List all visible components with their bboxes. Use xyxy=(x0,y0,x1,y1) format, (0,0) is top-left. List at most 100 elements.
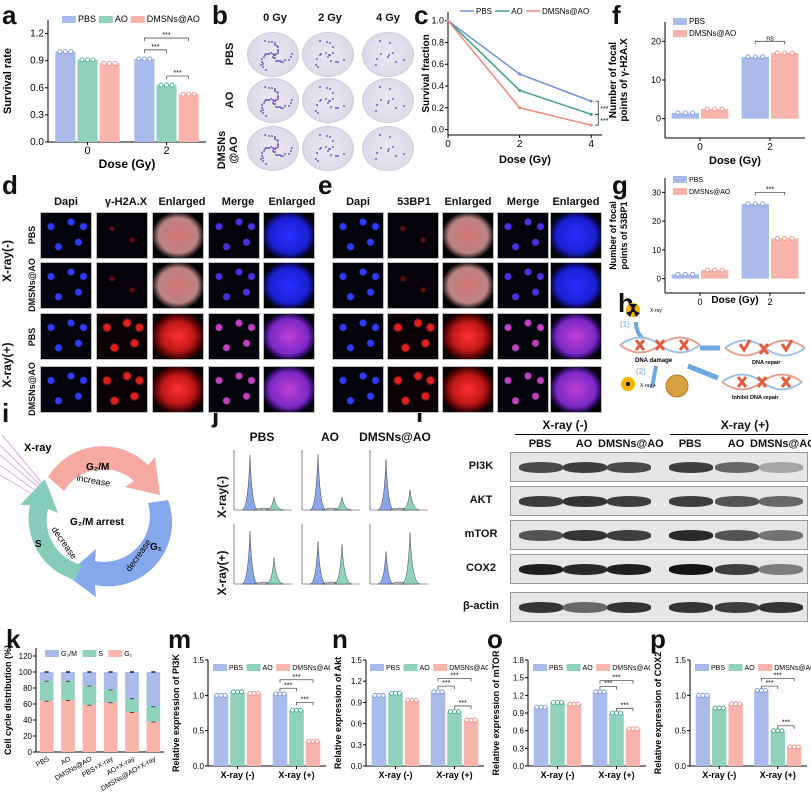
significance-label: *** xyxy=(782,720,790,727)
significance-label: *** xyxy=(600,118,608,125)
legend-label: PBS xyxy=(78,14,96,24)
significance-label: *** xyxy=(600,106,608,113)
y-tick-label: 0.0 xyxy=(431,125,444,135)
colony-dot xyxy=(267,147,270,150)
colony-dot xyxy=(320,52,323,55)
y-axis-label: Survival rate xyxy=(2,48,14,114)
y-tick-label: 0.4 xyxy=(431,81,444,91)
colony-dot xyxy=(278,59,281,62)
colony-dot xyxy=(267,53,270,56)
bar xyxy=(289,710,304,766)
data-point xyxy=(589,112,593,116)
significance-bracket xyxy=(143,37,190,42)
x-axis-label: Dose (Gy) xyxy=(99,157,156,171)
significance-label: *** xyxy=(442,680,450,687)
protein-band xyxy=(759,530,803,541)
y-tick-label: 20 xyxy=(23,732,32,741)
colony-dot xyxy=(326,135,329,138)
data-point xyxy=(704,106,710,112)
data-point xyxy=(690,110,696,116)
legend-swatch xyxy=(533,664,547,671)
stacked-bar-segment xyxy=(39,680,54,701)
legend-label: PBS xyxy=(711,665,725,672)
merge-image xyxy=(497,313,549,360)
protein-band xyxy=(519,602,563,613)
legend-swatch xyxy=(276,664,291,671)
data-point xyxy=(255,690,261,696)
colony-dot xyxy=(282,106,285,109)
significance-bracket xyxy=(599,686,617,690)
g1-peak xyxy=(377,551,395,585)
colony-dot xyxy=(282,60,285,63)
x-tick-label: X-ray (-) xyxy=(378,770,412,780)
x-tick-label: AO xyxy=(60,755,73,766)
colony-dot xyxy=(388,100,390,102)
stacked-bar-segment xyxy=(61,700,75,752)
protein-band xyxy=(563,564,607,575)
colony-dot xyxy=(332,46,335,49)
colony-dot xyxy=(262,108,265,111)
series-line xyxy=(447,20,592,116)
y-tick-label: 0.6 xyxy=(351,720,363,729)
colony-dot xyxy=(262,66,265,69)
colony-dot xyxy=(265,114,268,117)
panel-label-m: m xyxy=(168,624,192,654)
colony-dot xyxy=(379,85,382,88)
data-point xyxy=(716,705,722,711)
data-point xyxy=(752,201,758,207)
y-tick-label: 1.2 xyxy=(351,677,363,686)
channel-image xyxy=(387,313,439,360)
data-point xyxy=(409,697,415,703)
colony-dot xyxy=(273,151,276,154)
data-point xyxy=(737,701,743,707)
colony-dot xyxy=(287,58,290,61)
colony-dot xyxy=(262,112,265,115)
colony-dish xyxy=(302,78,354,123)
colony-dot xyxy=(269,98,272,101)
dna-strand-unrepaired xyxy=(721,373,803,391)
protein-band xyxy=(715,496,759,507)
bar xyxy=(741,203,769,279)
data-point xyxy=(472,717,478,723)
data-point xyxy=(775,728,781,734)
colony-dot xyxy=(277,92,280,95)
data-point xyxy=(218,692,224,698)
x-tick-label: X-ray (+) xyxy=(436,770,472,780)
legend-label: DMSNs@AO xyxy=(774,665,811,672)
panel-label-b: b xyxy=(212,0,228,30)
colony-dot xyxy=(275,146,278,149)
x-tick-label: 0 xyxy=(445,139,451,150)
column-header: Merge xyxy=(221,196,255,208)
colony-dish xyxy=(302,32,354,77)
stacked-bar-segment xyxy=(125,698,139,712)
column-header: Dapi xyxy=(54,196,78,208)
data-point xyxy=(795,744,801,750)
blot-label: β-actin xyxy=(462,600,500,612)
colony-dish xyxy=(362,32,414,77)
colony-dot xyxy=(329,42,332,45)
colony-dot xyxy=(262,62,265,65)
flow-histogram xyxy=(369,524,428,585)
colony-dot xyxy=(402,58,405,61)
panel-label-k: k xyxy=(6,624,21,654)
colony-dot xyxy=(279,61,282,64)
data-point xyxy=(763,687,768,693)
data-point xyxy=(575,701,581,707)
x-tick-label: X-ray (-) xyxy=(220,770,254,780)
colony-dot xyxy=(264,39,267,42)
legend-label: AO xyxy=(511,7,523,16)
y-tick-label: 0.2 xyxy=(431,103,444,113)
enlarged-merge-image xyxy=(263,313,315,360)
data-point xyxy=(239,689,245,695)
bar xyxy=(625,728,641,766)
colony-dot xyxy=(375,152,378,155)
colony-dot xyxy=(268,135,271,138)
protein-band xyxy=(669,462,713,473)
protein-band xyxy=(759,602,803,613)
y-axis-label: Number of focal xyxy=(608,42,619,118)
bar xyxy=(712,708,727,766)
data-point xyxy=(754,687,760,693)
data-point xyxy=(789,50,795,56)
colony-dot xyxy=(387,149,390,152)
colony-dot xyxy=(277,50,280,53)
